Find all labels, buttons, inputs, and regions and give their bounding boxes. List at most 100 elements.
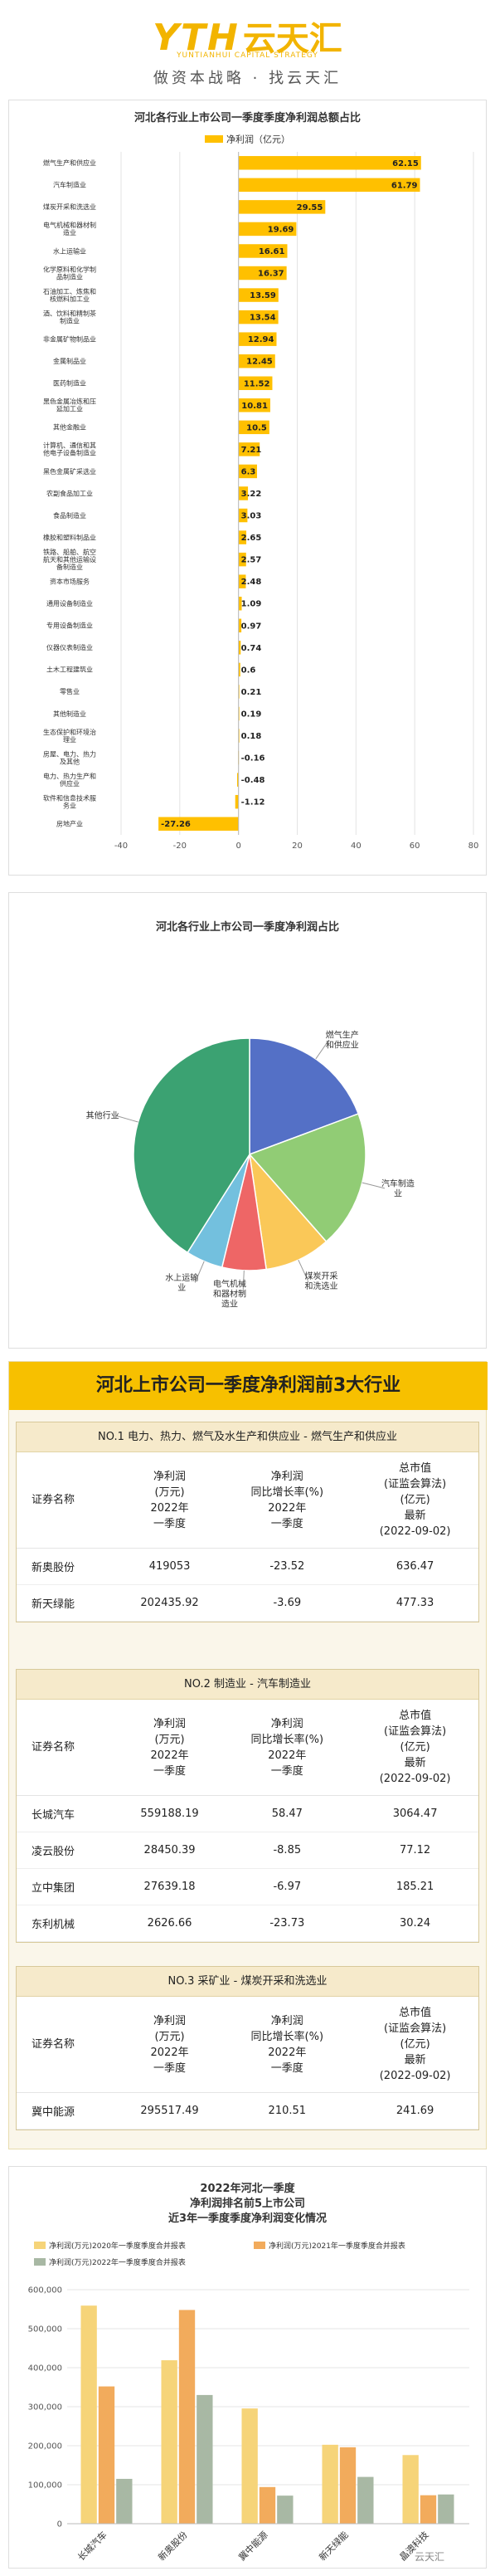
x-tick-label: 新奥股份 [156, 2529, 190, 2563]
top3-section: 河北上市公司一季度净利润前3大行业 NO.1 电力、热力、燃气及水生产和供应业 … [8, 1361, 488, 2149]
col-header: 净利润 同比增长率(%) 2022年 一季度 [222, 1700, 352, 1796]
grouped-bar-svg: 净利润(万元)2020年一季度季度合并报表 净利润(万元)2021年一季度季度合并… [28, 2241, 469, 2563]
y-tick-label-line: 石油加工、炼焦和 [43, 287, 96, 295]
bar [238, 641, 241, 655]
data-label: 7.21 [241, 446, 262, 455]
data-label: 13.54 [250, 314, 276, 323]
pie-label-line: 其他行业 [86, 1110, 119, 1121]
pie-label: 其他行业 [86, 1110, 119, 1121]
table-row: 东利机械 2626.66 -23.73 30.24 [17, 1905, 478, 1942]
col-header: 证券名称 [17, 1700, 117, 1796]
y-tick-label: 通用设备制造业 [46, 599, 93, 607]
table-cell: 559188.19 [116, 1795, 223, 1832]
y-tick-label: 其他制造业 [53, 710, 86, 718]
y-tick-label-line: 水上运输业 [53, 246, 86, 255]
pie-leader [362, 1182, 386, 1189]
bar [235, 794, 239, 809]
logo-mark: YTH [153, 17, 240, 59]
bar-chart-svg: -40 -20 0 20 40 60 80 62.15 燃气生产和供应业 61.79 汽车制造业 29… [43, 152, 478, 851]
data-label: 11.52 [244, 379, 270, 388]
pie-label: 水上运输业 [165, 1272, 198, 1293]
y-tick-label-line: 土木工程建筑业 [46, 666, 93, 674]
y-tick-label-line: 化学原料和化学制 [43, 265, 96, 273]
table-cell: 28450.39 [116, 1832, 223, 1869]
y-tick-label-line: 务业 [63, 801, 76, 809]
bar [238, 354, 275, 368]
pie-leader [194, 1261, 205, 1283]
data-label: 2.57 [241, 556, 262, 565]
pie-leader [315, 1039, 330, 1060]
y-tick-label: 500,000 [28, 2325, 62, 2334]
data-label: 6.3 [241, 467, 256, 476]
bar [238, 310, 279, 324]
top3-block-2: NO.2 制造业 - 汽车制造业 证券名称 净利润 (万元) 2022年 一季度… [16, 1669, 479, 1943]
company-table: 证券名称 净利润 (万元) 2022年 一季度 净利润 同比增长率(%) 202… [17, 1997, 478, 2130]
y-tick-label: 煤炭开采和洗选业 [43, 202, 96, 211]
y-tick-label: 软件和信息技术服务业 [43, 793, 96, 809]
table-row: 新天绿能 202435.92 -3.69 477.33 [17, 1584, 478, 1622]
legend-swatch [34, 2258, 46, 2266]
y-tick-label-line: 仪器仪表制造业 [46, 643, 93, 651]
data-label: -1.12 [241, 798, 265, 807]
grouped-bar-card: 2022年河北一季度 净利润排名前5上市公司 近3年一季度季度净利润变化情况 净… [8, 2166, 487, 2569]
y-tick-label-line: 生态保护和环境治 [43, 728, 96, 736]
y-tick-label: 200,000 [28, 2442, 62, 2452]
x-tick-label: 20 [292, 842, 303, 851]
bar [238, 244, 288, 258]
y-tick-label-line: 供应业 [60, 779, 80, 788]
y-tick-label: 资本市场服务 [50, 577, 90, 585]
legend-label: 净利润(万元)2022年一季度季度合并报表 [49, 2257, 186, 2267]
table-row: 冀中能源 295517.49 210.51 241.69 [17, 2092, 478, 2130]
y-tick-label-line: 电气机械和器材制 [43, 221, 96, 229]
pie-label: 汽车制造业 [381, 1178, 415, 1198]
data-label: -27.26 [161, 820, 191, 829]
pie-slice [248, 1113, 366, 1243]
table-cell: -23.52 [222, 1548, 352, 1585]
data-label: 16.61 [259, 247, 285, 256]
y-tick-label: 电气机械和器材制造业 [43, 221, 96, 237]
data-label: 16.37 [258, 270, 284, 279]
col-header: 净利润 (万元) 2022年 一季度 [116, 1997, 223, 2093]
y-tick-label-line: 医药制造业 [53, 379, 86, 388]
logo-english: YUNTIANHUI CAPITAL STRATEGY [177, 51, 318, 60]
table-cell: 419053 [116, 1548, 223, 1585]
pie-chart-title: 河北各行业上市公司一季度净利润占比 [155, 921, 339, 934]
y-tick-label-line: 他电子设备制造业 [43, 449, 96, 457]
data-label: 0.6 [241, 666, 256, 675]
bar [277, 2496, 294, 2524]
y-tick-label: 专用设备制造业 [46, 622, 93, 630]
y-tick-label-line: 汽车制造业 [53, 181, 86, 189]
y-tick-label: 石油加工、炼焦和核燃料加工业 [43, 287, 96, 303]
data-label: 12.94 [248, 335, 274, 344]
x-tick-label: 40 [351, 842, 362, 851]
y-tick-label: 水上运输业 [53, 246, 86, 255]
table-row: 长城汽车 559188.19 58.47 3064.47 [17, 1795, 478, 1832]
bar [161, 2360, 177, 2524]
table-cell: 立中集团 [17, 1868, 117, 1905]
data-label: 12.45 [246, 358, 273, 367]
col-header: 净利润 同比增长率(%) 2022年 一季度 [222, 1452, 352, 1549]
y-tick-label: 食品制造业 [53, 511, 86, 520]
bar [238, 486, 249, 500]
bar-chart-legend: 净利润（亿元） [9, 130, 486, 146]
data-label: 0.21 [241, 688, 262, 697]
y-tick-label: 仪器仪表制造业 [46, 643, 93, 651]
y-tick-label: 黑色金属矿采选业 [43, 467, 96, 476]
bar [238, 376, 273, 390]
legend-label: 净利润(万元)2020年一季度季度合并报表 [49, 2241, 186, 2251]
bar [236, 773, 239, 787]
pie-label-line: 汽车制造 [381, 1178, 415, 1188]
company-table: 证券名称 净利润 (万元) 2022年 一季度 净利润 同比增长率(%) 202… [17, 1452, 478, 1622]
y-tick-label-line: 其他金融业 [53, 423, 86, 432]
y-tick-label-line: 铁路、船舶、航空 [43, 548, 96, 556]
table-cell: 295517.49 [116, 2092, 223, 2130]
y-tick-label-line: 理业 [63, 735, 76, 744]
bar [238, 156, 421, 170]
pie-leader [242, 1270, 245, 1294]
pie-label-line: 煤炭开采 [305, 1271, 338, 1281]
data-label: 0.97 [241, 622, 262, 631]
data-label: 10.5 [246, 423, 267, 432]
table-cell: -8.85 [222, 1832, 352, 1869]
y-tick-label-line: 专用设备制造业 [46, 622, 93, 630]
table-cell: 冀中能源 [17, 2092, 117, 2130]
